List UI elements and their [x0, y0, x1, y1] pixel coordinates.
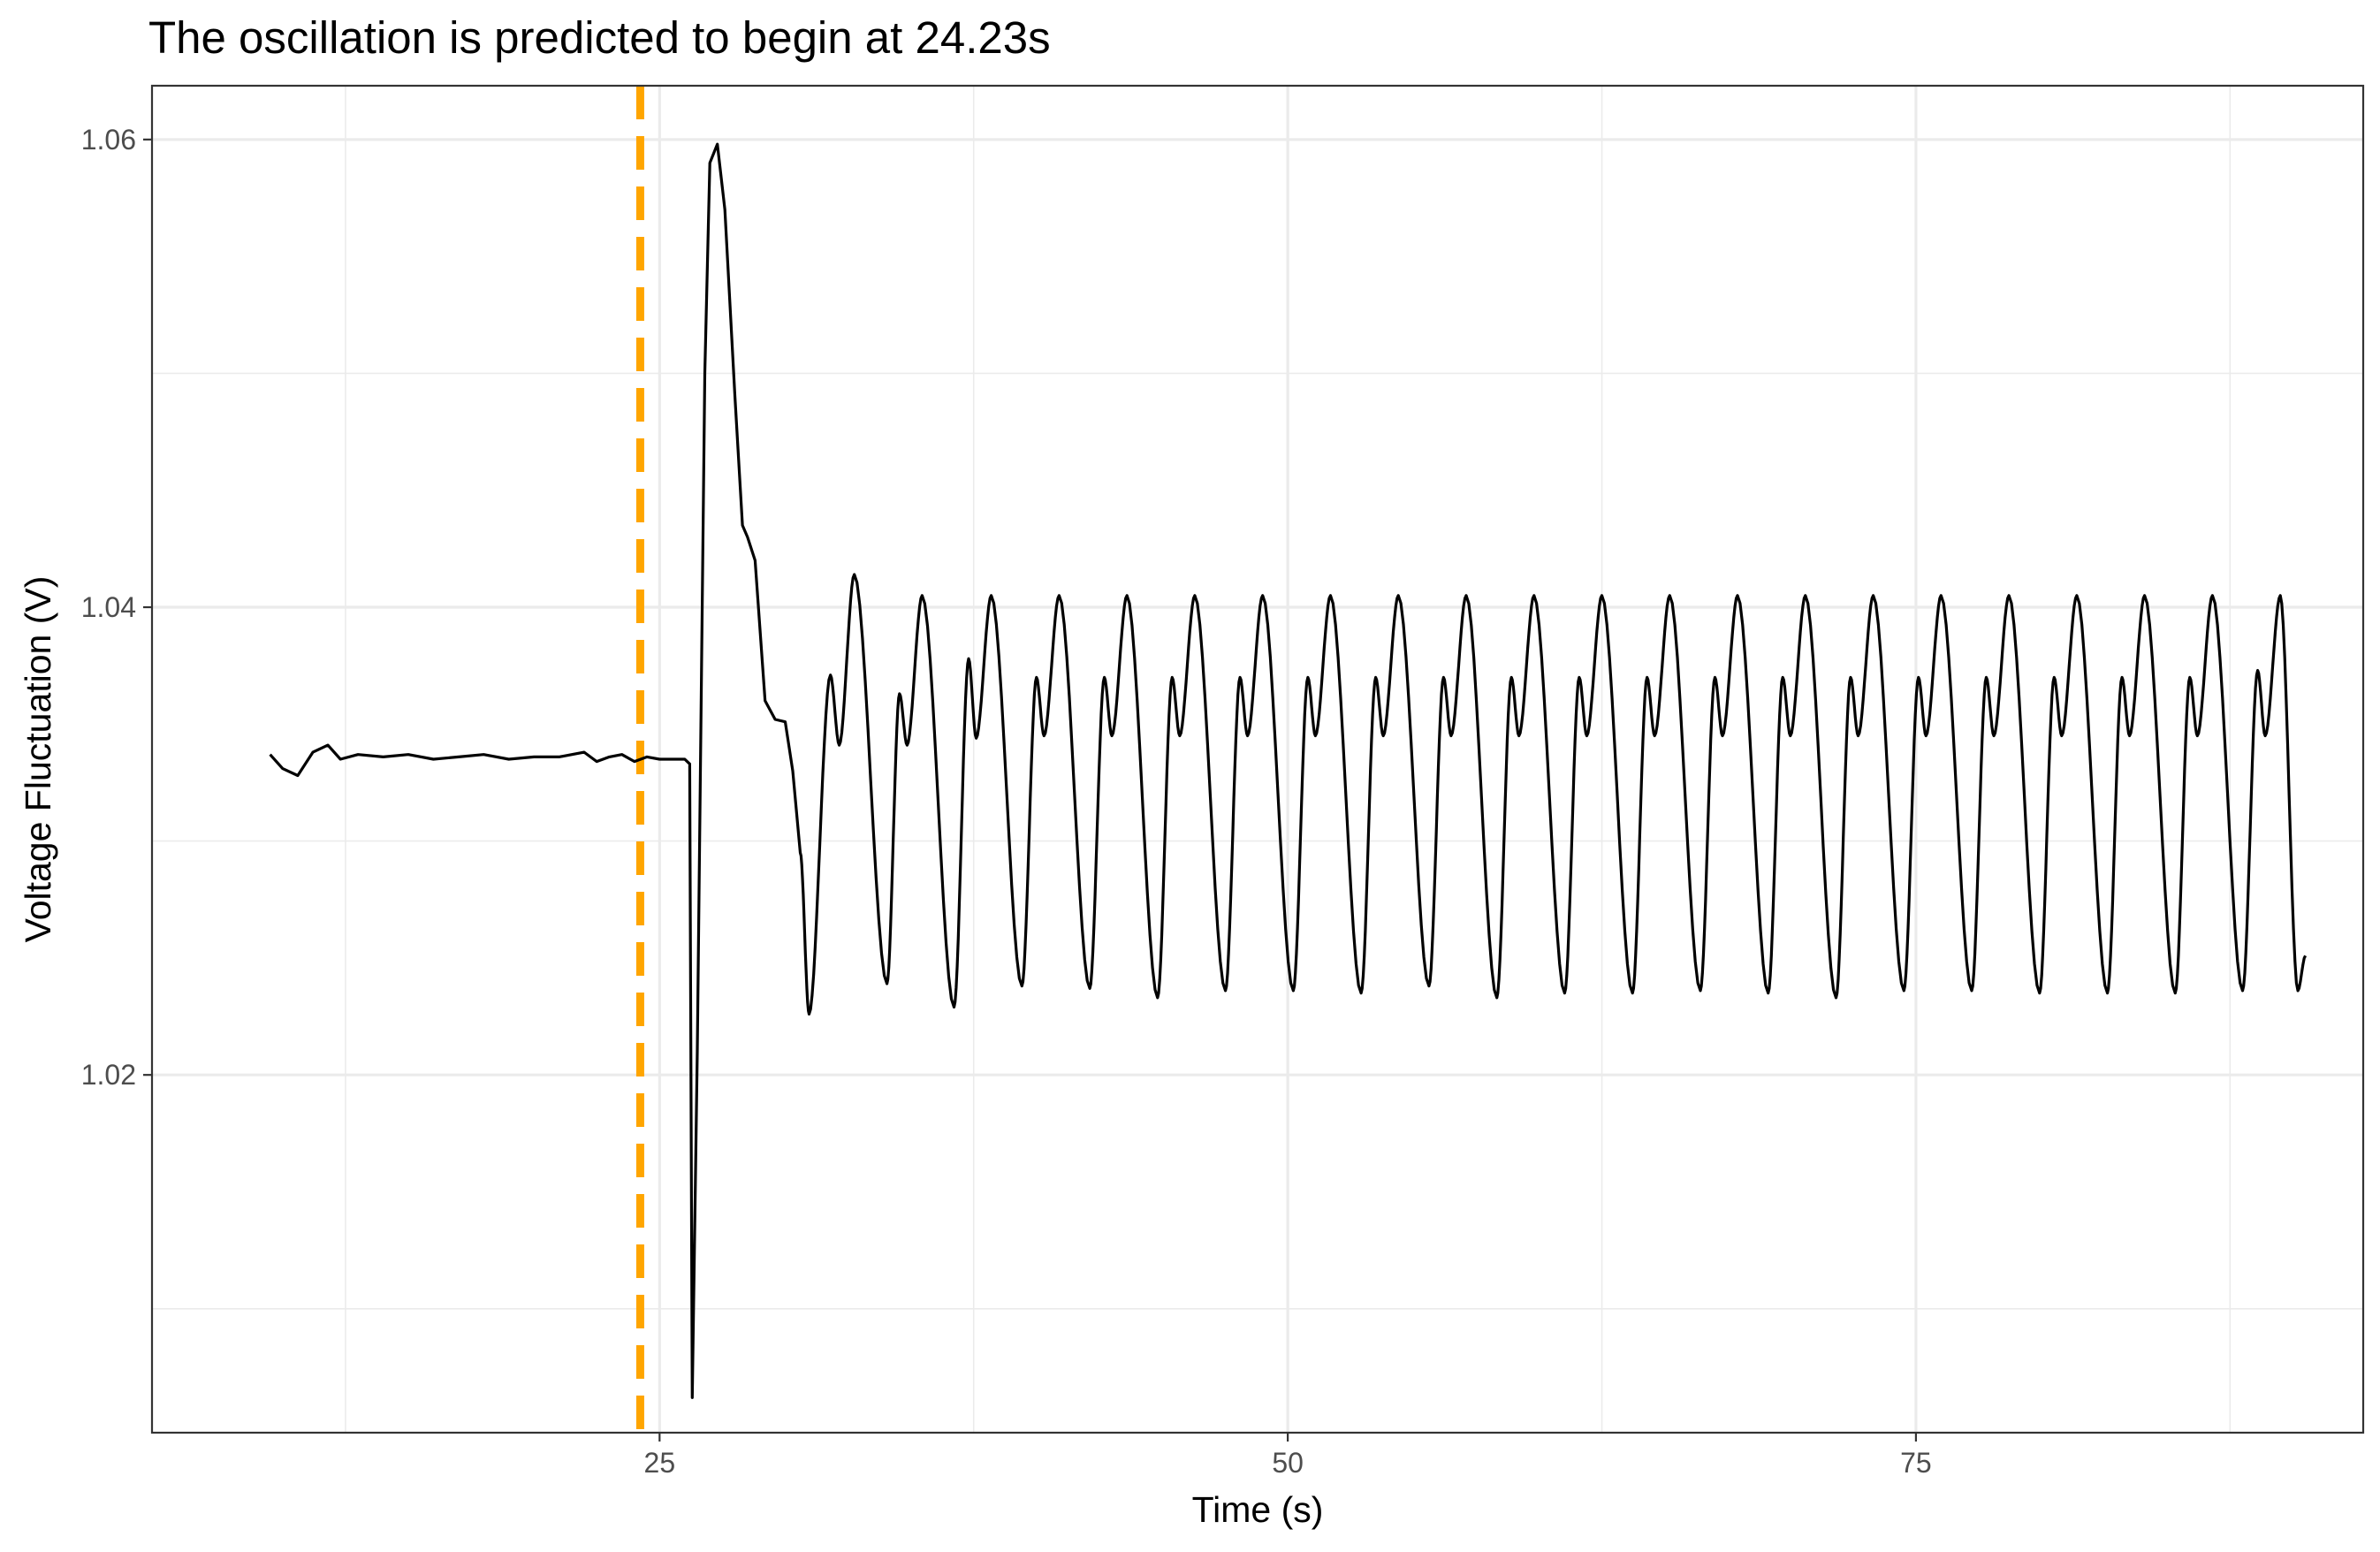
voltage-series-line [269, 142, 2308, 1399]
chart-title: The oscillation is predicted to begin at… [148, 12, 1051, 63]
y-axis-title: Voltage Fluctuation (V) [18, 576, 58, 943]
plot-panel [150, 84, 2365, 1434]
panel-background [152, 86, 2363, 1433]
y-tick-label: 1.04 [81, 591, 136, 623]
x-tick-label: 75 [1900, 1447, 1932, 1479]
grid-lines [152, 86, 2363, 1433]
axis-ticks: 25 50 75 1.02 1.04 1.06 [81, 124, 1932, 1479]
y-tick-label: 1.06 [81, 124, 136, 156]
x-axis-title: Time (s) [1192, 1489, 1324, 1530]
y-tick-label: 1.02 [81, 1059, 136, 1091]
x-tick-label: 25 [644, 1447, 676, 1479]
panel-border [150, 84, 2365, 1434]
x-tick-label: 50 [1272, 1447, 1304, 1479]
